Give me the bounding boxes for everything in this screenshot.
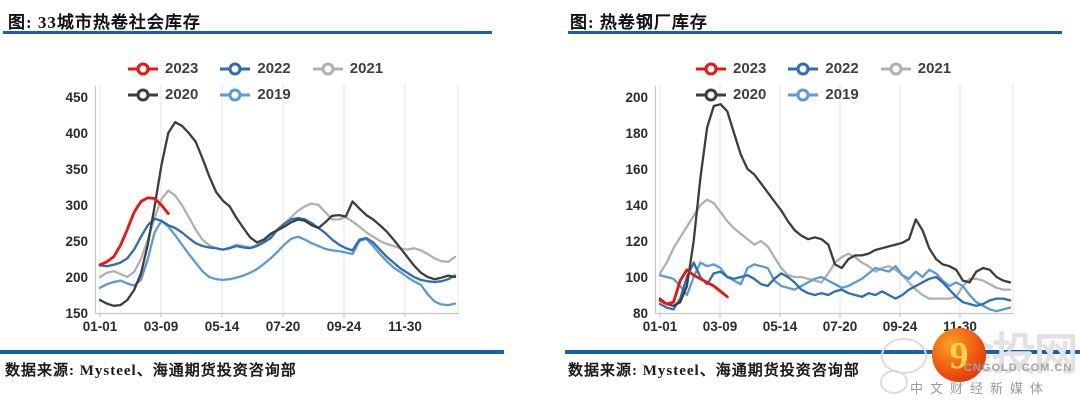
legend-row: 2023 2022 2021 <box>128 60 383 77</box>
legend-label: 2019 <box>257 86 291 103</box>
svg-text:01-01: 01-01 <box>83 319 118 334</box>
legend-label: 2021 <box>349 60 384 77</box>
svg-text:200: 200 <box>65 270 88 285</box>
svg-text:120: 120 <box>625 234 648 249</box>
legend-row: 2020 2019 <box>128 86 383 103</box>
title-underline-right <box>568 31 1062 34</box>
legend-item-2022: 2022 <box>220 60 291 77</box>
legend-left: 2023 2022 2021 2020 2019 <box>128 60 383 103</box>
svg-text:05-14: 05-14 <box>763 319 798 334</box>
svg-text:300: 300 <box>65 198 88 213</box>
legend-label: 2022 <box>257 60 291 77</box>
legend-label: 2023 <box>733 60 767 77</box>
svg-text:200: 200 <box>625 90 648 105</box>
legend-marker-icon <box>312 62 343 75</box>
source-text-right: 数据来源: Mysteel、海通期货投资咨询部 <box>568 363 860 379</box>
legend-label: 2020 <box>733 86 767 103</box>
svg-text:09-24: 09-24 <box>327 319 362 334</box>
source-underline-right <box>565 350 1080 354</box>
svg-text:140: 140 <box>625 198 648 213</box>
legend-label: 2023 <box>165 60 199 77</box>
chart-title-left: 图: 33城市热卷社会库存 <box>8 13 201 32</box>
svg-text:03-09: 03-09 <box>703 319 738 334</box>
svg-text:01-01: 01-01 <box>643 319 678 334</box>
svg-text:350: 350 <box>65 162 88 177</box>
svg-text:80: 80 <box>633 306 648 321</box>
legend-item-2021: 2021 <box>312 60 384 77</box>
watermark-tagline: 中文财经新媒体 <box>910 381 1051 396</box>
legend-item-2019: 2019 <box>220 86 291 103</box>
legend-row: 2023 2022 2021 <box>696 60 951 77</box>
legend-item-2020: 2020 <box>128 86 198 103</box>
watermark-doodle <box>880 338 927 394</box>
legend-item-2020: 2020 <box>696 86 766 103</box>
svg-text:150: 150 <box>65 306 88 321</box>
legend-marker-icon <box>696 62 726 75</box>
legend-label: 2022 <box>825 60 859 77</box>
legend-item-2019: 2019 <box>788 86 859 103</box>
chart-title-right: 图: 热卷钢厂库存 <box>570 13 708 32</box>
legend-item-2021: 2021 <box>880 60 952 77</box>
legend-label: 2020 <box>165 86 199 103</box>
source-underline-left <box>0 350 504 354</box>
legend-marker-icon <box>128 62 158 75</box>
svg-text:100: 100 <box>625 270 648 285</box>
legend-item-2022: 2022 <box>788 60 859 77</box>
legend-marker-icon <box>128 88 158 101</box>
panel-mill-inventory: 图: 热卷钢厂库存 200 180 160 140 120 100 80 01-01 03-09… <box>540 0 1080 402</box>
svg-text:09-24: 09-24 <box>883 319 918 334</box>
svg-text:250: 250 <box>65 234 88 249</box>
svg-text:05-14: 05-14 <box>205 319 240 334</box>
legend-label: 2021 <box>917 60 952 77</box>
svg-text:03-09: 03-09 <box>144 319 179 334</box>
legend-marker-icon <box>696 88 726 101</box>
cngold-watermark: 金投网 9 CNGOLD.COM.CN 中文财经新媒体 <box>878 316 1080 402</box>
panel-social-inventory: 图: 33城市热卷社会库存 450 400 350 300 250 200 150 01-01… <box>0 13 504 379</box>
svg-text:07-20: 07-20 <box>266 319 301 334</box>
svg-text:450: 450 <box>65 90 88 105</box>
legend-marker-icon <box>788 88 819 101</box>
legend-item-2023: 2023 <box>696 60 766 77</box>
svg-text:180: 180 <box>625 126 648 141</box>
svg-text:11-30: 11-30 <box>388 319 422 334</box>
legend-marker-icon <box>220 88 251 101</box>
legend-marker-icon <box>220 62 251 75</box>
legend-right: 2023 2022 2021 2020 2019 <box>696 60 951 103</box>
legend-marker-icon <box>880 62 911 75</box>
legend-item-2023: 2023 <box>128 60 198 77</box>
svg-text:07-20: 07-20 <box>823 319 858 334</box>
cngold-logo-icon: 9 <box>932 328 986 382</box>
legend-label: 2019 <box>825 86 859 103</box>
legend-marker-icon <box>788 62 819 75</box>
title-underline-left <box>3 31 492 34</box>
svg-text:160: 160 <box>625 162 648 177</box>
legend-row: 2020 2019 <box>696 86 951 103</box>
source-text-left: 数据来源: Mysteel、海通期货投资咨询部 <box>5 363 297 379</box>
svg-text:400: 400 <box>65 126 88 141</box>
watermark-domain: CNGOLD.COM.CN <box>964 362 1073 374</box>
svg-text:9: 9 <box>950 335 969 377</box>
